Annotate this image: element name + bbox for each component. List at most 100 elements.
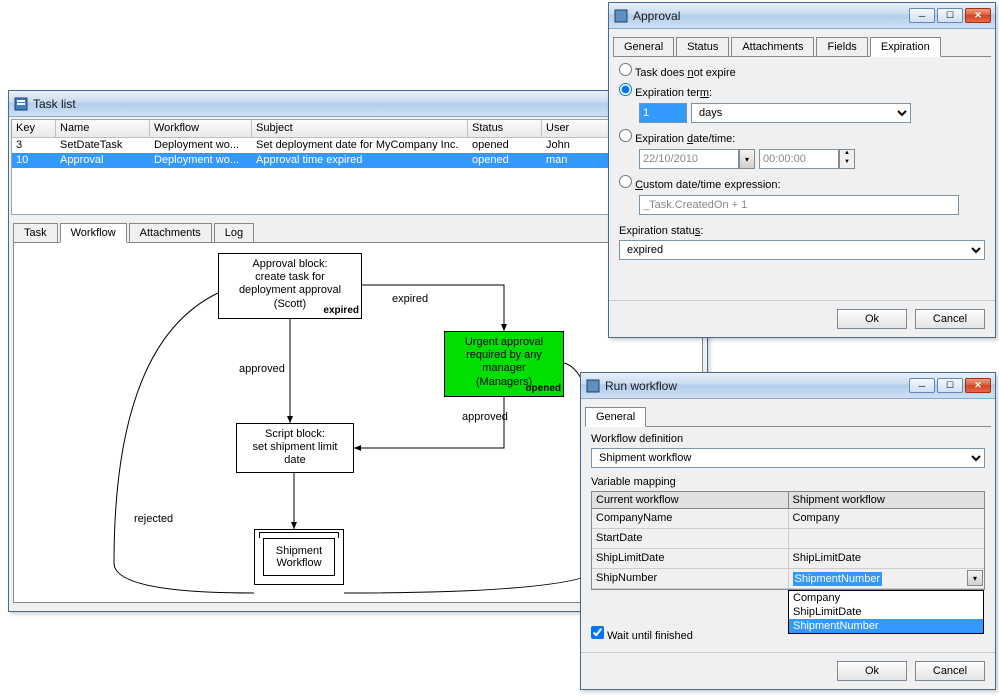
table-cell: Deployment wo... (150, 153, 252, 168)
tab-fields[interactable]: Fields (816, 37, 867, 56)
dropdown-item[interactable]: ShipmentNumber (789, 619, 983, 633)
node-shipment-container[interactable]: Shipment Workflow (254, 529, 344, 585)
node-line: Approval block: (225, 258, 355, 271)
tab-status[interactable]: Status (676, 37, 729, 56)
col-key[interactable]: Key (12, 120, 56, 138)
var-row[interactable]: CompanyNameCompany (592, 509, 984, 529)
app-icon (613, 8, 629, 24)
col-workflow[interactable]: Workflow (150, 120, 252, 138)
dropdown-item[interactable]: Company (789, 591, 983, 605)
var-row[interactable]: ShipNumberShipmentNumber▾ (592, 569, 984, 589)
maximize-button[interactable]: ☐ (937, 8, 963, 23)
var-row[interactable]: ShipLimitDateShipLimitDate (592, 549, 984, 569)
var-row[interactable]: StartDate (592, 529, 984, 549)
var-cell-right[interactable]: ShipLimitDate (789, 549, 985, 568)
dropdown-button[interactable]: ▾ (967, 570, 983, 586)
custom-expr-input[interactable] (639, 195, 959, 215)
approval-titlebar[interactable]: Approval ─ ☐ ✕ (609, 3, 995, 29)
maximize-button[interactable]: ☐ (937, 378, 963, 393)
var-cell-left: CompanyName (592, 509, 789, 528)
tab-task[interactable]: Task (13, 223, 58, 242)
var-cell-right[interactable]: Company (789, 509, 985, 528)
task-tabs: TaskWorkflowAttachmentsLog (13, 221, 703, 243)
tab-expiration[interactable]: Expiration (870, 37, 941, 57)
date-input[interactable] (639, 149, 739, 169)
cancel-button[interactable]: Cancel (915, 309, 985, 329)
spin-down[interactable]: ▼ (840, 159, 854, 168)
tab-workflow[interactable]: Workflow (60, 223, 127, 243)
date-picker-button[interactable]: ▾ (739, 149, 755, 169)
run-workflow-title: Run workflow (605, 379, 909, 393)
tab-general[interactable]: General (585, 407, 646, 427)
var-cell-right[interactable] (789, 529, 985, 548)
wf-definition-select[interactable]: Shipment workflow (591, 448, 985, 468)
col-status[interactable]: Status (468, 120, 542, 138)
var-cell-left: StartDate (592, 529, 789, 548)
minimize-button[interactable]: ─ (909, 8, 935, 23)
var-cell-right[interactable]: ShipmentNumber▾ (789, 569, 985, 588)
close-button[interactable]: ✕ (965, 8, 991, 23)
table-row[interactable]: 3SetDateTaskDeployment wo...Set deployme… (12, 138, 704, 153)
node-shipment[interactable]: Shipment Workflow (263, 538, 335, 576)
expiration-status-label: Expiration status: (619, 225, 985, 237)
table-cell: Set deployment date for MyCompany Inc. (252, 138, 468, 153)
run-workflow-form: Workflow definition Shipment workflow Va… (581, 427, 995, 652)
run-workflow-titlebar[interactable]: Run workflow ─ ☐ ✕ (581, 373, 995, 399)
term-unit-select[interactable]: days (691, 103, 911, 123)
radio-term[interactable]: Expiration term: (619, 87, 712, 99)
spin-up[interactable]: ▲ (840, 150, 854, 159)
dropdown-item[interactable]: ShipLimitDate (789, 605, 983, 619)
tab-attachments[interactable]: Attachments (129, 223, 212, 242)
node-line: required by any (451, 349, 557, 362)
node-line: set shipment limit (243, 441, 347, 454)
approval-buttons: Ok Cancel (609, 300, 995, 337)
close-button[interactable]: ✕ (965, 378, 991, 393)
tab-attachments[interactable]: Attachments (731, 37, 814, 56)
tab-log[interactable]: Log (214, 223, 254, 242)
approval-tabs: GeneralStatusAttachmentsFieldsExpiration (613, 35, 991, 57)
col-subject[interactable]: Subject (252, 120, 468, 138)
table-cell: opened (468, 138, 542, 153)
col-name[interactable]: Name (56, 120, 150, 138)
task-list-title: Task list (33, 97, 703, 111)
node-approval-block[interactable]: Approval block: create task for deployme… (218, 253, 362, 319)
run-workflow-window: Run workflow ─ ☐ ✕ General Workflow defi… (580, 372, 996, 690)
var-header-left[interactable]: Current workflow (592, 492, 789, 508)
run-workflow-buttons: Ok Cancel (581, 652, 995, 689)
node-line: Urgent approval (451, 336, 557, 349)
cancel-button[interactable]: Cancel (915, 661, 985, 681)
task-table-header: Key Name Workflow Subject Status User (12, 120, 704, 138)
approval-window: Approval ─ ☐ ✕ GeneralStatusAttachmentsF… (608, 2, 996, 338)
variable-mapping-table: Current workflow Shipment workflow Compa… (591, 491, 985, 590)
table-cell: Deployment wo... (150, 138, 252, 153)
table-cell: 10 (12, 153, 56, 168)
expiration-status-select[interactable]: expired (619, 240, 985, 260)
node-script-block[interactable]: Script block: set shipment limit date (236, 423, 354, 473)
ok-button[interactable]: Ok (837, 309, 907, 329)
term-value-input[interactable] (639, 103, 687, 123)
time-input[interactable] (759, 149, 839, 169)
run-workflow-tabs: General (585, 405, 991, 427)
tab-general[interactable]: General (613, 37, 674, 56)
radio-custom[interactable]: Custom date/time expression: (619, 179, 781, 191)
node-line: Shipment (272, 545, 326, 557)
approval-title: Approval (633, 9, 909, 23)
task-list-titlebar[interactable]: Task list (9, 91, 707, 117)
table-row[interactable]: 10ApprovalDeployment wo...Approval time … (12, 153, 704, 168)
minimize-button[interactable]: ─ (909, 378, 935, 393)
node-line: Workflow (272, 557, 326, 569)
node-status: expired (323, 305, 359, 317)
radio-not-expire[interactable]: Task does not expire (619, 67, 736, 79)
radio-datetime[interactable]: Expiration date/time: (619, 133, 735, 145)
dropdown-list[interactable]: CompanyShipLimitDateShipmentNumber (788, 590, 984, 634)
node-status: opened (525, 383, 561, 395)
wait-checkbox[interactable]: Wait until finished (591, 630, 693, 642)
node-line: create task for (225, 271, 355, 284)
var-mapping-label: Variable mapping (591, 476, 985, 488)
ok-button[interactable]: Ok (837, 661, 907, 681)
node-urgent-approval[interactable]: Urgent approval required by any manager … (444, 331, 564, 397)
node-line: date (243, 454, 347, 467)
approval-form: Task does not expire Expiration term: da… (609, 57, 995, 276)
var-header-right[interactable]: Shipment workflow (789, 492, 985, 508)
node-line: Script block: (243, 428, 347, 441)
